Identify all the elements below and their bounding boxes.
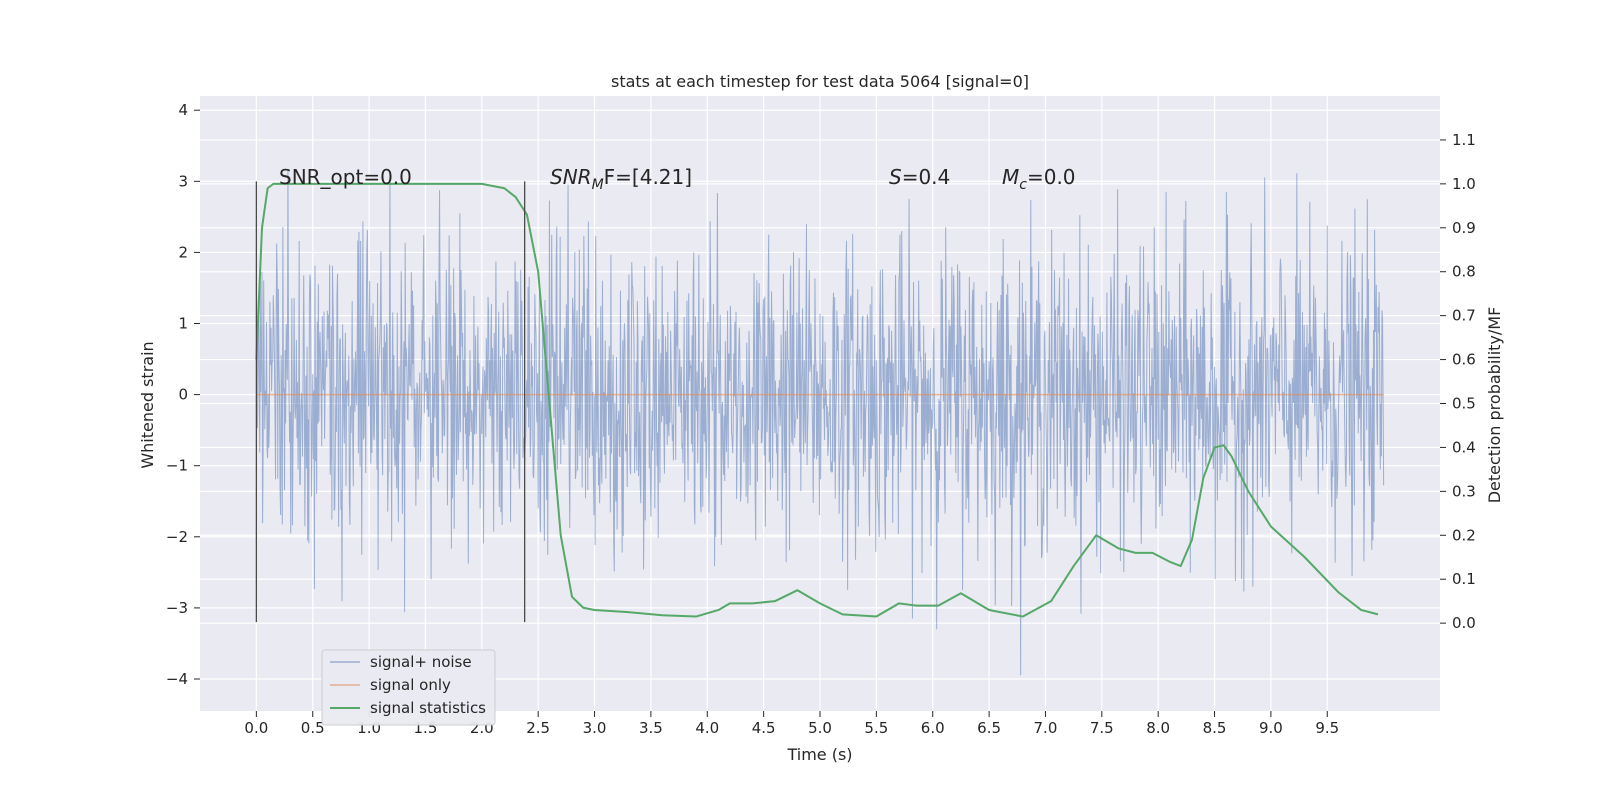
y-tick-label-left: −3 (166, 599, 188, 617)
y-tick-label-right: 0.1 (1452, 570, 1476, 588)
annotation-snr-mf-label: SNR (550, 165, 592, 189)
annotation-snr-mf-sub: M (592, 177, 604, 193)
annotation-snr-opt: SNR_opt=0.0 (279, 165, 412, 189)
y-tick-label-right: 1.0 (1452, 175, 1476, 193)
annotation-snr-mf: SNRMF=[4.21] (550, 165, 692, 193)
y-tick-label-right: 0.8 (1452, 263, 1476, 281)
y-tick-label-right: 0.3 (1452, 482, 1476, 500)
x-tick-label: 9.0 (1259, 719, 1283, 737)
annotation-mc: Mc=0.0 (1002, 165, 1076, 193)
y-tick-label-right: 0.7 (1452, 307, 1476, 325)
annotation-s-label: S (889, 165, 902, 189)
legend-label-signal-only: signal only (370, 676, 451, 694)
legend-label-signal-noise: signal+ noise (370, 653, 472, 671)
line-signal-noise (255, 169, 1385, 676)
y-tick-label-left: 0 (178, 386, 188, 404)
x-tick-label: 3.5 (639, 719, 663, 737)
y-axis-label-right: Detection probability/MF (1485, 307, 1504, 504)
annotation-s: S=0.4 (889, 165, 950, 189)
y-tick-label-left: −1 (166, 457, 188, 475)
x-tick-label: 7.0 (1034, 719, 1058, 737)
x-axis-label: Time (s) (786, 745, 852, 764)
series-signal-noise (255, 169, 1385, 676)
y-ticks-left: 4 3 2 1 0 −1 −2 −3 −4 (166, 101, 200, 688)
annotation-mc-sub: c (1019, 177, 1027, 193)
x-tick-label: 5.5 (864, 719, 888, 737)
vertical-markers (255, 181, 526, 623)
y-tick-label-right: 0.6 (1452, 351, 1476, 369)
x-tick-label: 4.0 (695, 719, 719, 737)
annotation-mc-label: M (1002, 165, 1019, 189)
line-signal-statistics (255, 182, 1379, 618)
y-tick-label-left: 2 (178, 243, 188, 261)
x-tick-label: 8.5 (1203, 719, 1227, 737)
y-ticks-right: 1.1 1.0 0.9 0.8 0.7 0.6 0.5 0.4 0.3 0.2 0.1 0.0 (1440, 131, 1476, 632)
x-tick-label: 8.0 (1146, 719, 1170, 737)
y-tick-label-left: 4 (178, 101, 188, 119)
y-tick-label-right: 0.4 (1452, 438, 1476, 456)
x-tick-label: 0.0 (244, 719, 268, 737)
x-tick-label: 6.5 (977, 719, 1001, 737)
y-tick-label-right: 0.2 (1452, 526, 1476, 544)
x-tick-label: 0.5 (301, 719, 325, 737)
y-tick-label-right: 0.5 (1452, 395, 1476, 413)
x-tick-label: 7.5 (1090, 719, 1114, 737)
chart-title: stats at each timestep for test data 506… (611, 72, 1029, 91)
x-tick-label: 3.0 (583, 719, 607, 737)
x-tick-label: 9.5 (1315, 719, 1339, 737)
x-tick-label: 2.5 (526, 719, 550, 737)
y-tick-label-right: 0.0 (1452, 614, 1476, 632)
legend-box (321, 649, 496, 726)
annotation-snr-mf-rest: F=[4.21] (604, 165, 692, 189)
legend-label-signal-statistics: signal statistics (370, 699, 486, 717)
y-tick-label-left: 1 (178, 315, 188, 333)
annotation-mc-rest: =0.0 (1027, 165, 1076, 189)
y-tick-label-left: 3 (178, 172, 188, 190)
y-axis-label-left: Whitened strain (138, 341, 157, 468)
y-tick-label-left: −2 (166, 528, 188, 546)
y-tick-label-left: −4 (166, 670, 188, 688)
legend: signal+ noise signal only signal statist… (321, 649, 496, 726)
y-tick-label-right: 0.9 (1452, 219, 1476, 237)
x-tick-label: 4.5 (752, 719, 776, 737)
series-lines (255, 182, 1384, 618)
x-tick-label: 6.0 (921, 719, 945, 737)
annotation-s-value: =0.4 (902, 165, 951, 189)
x-tick-label: 5.0 (808, 719, 832, 737)
y-tick-label-right: 1.1 (1452, 131, 1476, 149)
